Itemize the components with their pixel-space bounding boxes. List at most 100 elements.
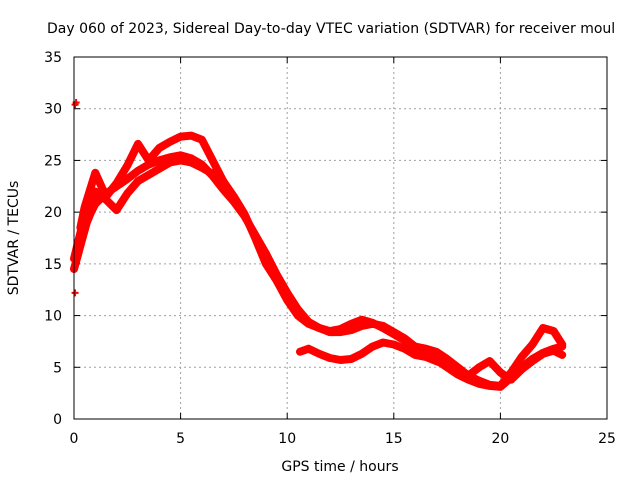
data-point <box>486 381 494 389</box>
data-point <box>198 136 206 144</box>
data-series-track-3 <box>296 338 567 384</box>
data-point <box>134 177 142 185</box>
data-point <box>251 234 259 242</box>
data-point <box>550 347 558 355</box>
data-point <box>113 179 121 187</box>
data-point <box>432 357 440 365</box>
data-point <box>379 338 387 346</box>
data-point <box>390 330 398 338</box>
data-point <box>400 336 408 344</box>
data-point <box>379 324 387 332</box>
data-point <box>187 132 195 140</box>
data-point <box>91 169 99 177</box>
data-point <box>305 345 313 353</box>
data-point <box>518 353 526 361</box>
data-point <box>368 319 376 327</box>
data-point <box>550 327 558 335</box>
x-axis-title: GPS time / hours <box>281 459 398 475</box>
data-point <box>83 206 91 214</box>
data-point <box>358 316 366 324</box>
data-point <box>558 351 566 359</box>
data-point <box>454 367 462 375</box>
x-tick-label: 10 <box>278 431 296 447</box>
data-point <box>315 324 323 332</box>
data-point <box>155 144 163 152</box>
data-point <box>518 365 526 373</box>
data-point <box>113 206 121 214</box>
data-point <box>347 355 355 363</box>
data-point <box>411 343 419 351</box>
y-tick-label: 20 <box>44 205 62 221</box>
data-point <box>486 357 494 365</box>
data-point <box>326 354 334 362</box>
data-point <box>241 210 249 218</box>
data-point <box>337 356 344 364</box>
data-point <box>507 376 515 384</box>
x-tick-label: 20 <box>491 431 509 447</box>
data-point <box>219 177 227 185</box>
tick-labels: 0 5 10 15 20 25 0 5 10 15 20 25 30 35 <box>44 50 616 447</box>
data-point <box>134 140 142 148</box>
y-tick-label: 30 <box>44 102 62 118</box>
data-point <box>390 341 398 349</box>
y-tick-label: 15 <box>44 257 62 273</box>
y-tick-label: 35 <box>44 50 62 66</box>
data-point <box>177 133 185 141</box>
data-point <box>283 296 291 304</box>
data-point <box>209 156 217 164</box>
y-tick-label: 25 <box>44 153 62 169</box>
data-point <box>177 156 185 164</box>
data-point <box>305 320 313 328</box>
data-point <box>358 350 366 358</box>
data-point <box>539 324 547 332</box>
data-point <box>294 312 302 320</box>
data-point <box>400 345 408 353</box>
data-point <box>123 162 131 170</box>
data-point <box>528 357 536 365</box>
data-point <box>411 351 419 359</box>
x-tick-label: 15 <box>385 431 403 447</box>
data-point <box>262 260 270 268</box>
data-point <box>368 343 376 351</box>
data-point <box>475 363 483 371</box>
data-point <box>155 156 163 164</box>
data-point <box>134 167 142 175</box>
data-point <box>558 341 566 349</box>
data-point <box>198 164 206 172</box>
data-point <box>145 171 153 179</box>
data-point <box>166 158 174 166</box>
data-point <box>155 165 163 173</box>
x-tick-label: 5 <box>176 431 185 447</box>
data-point <box>87 195 95 203</box>
plot-frame <box>73 56 608 420</box>
y-tick-label: 0 <box>53 412 62 428</box>
data-point <box>79 221 87 229</box>
y-axis-title: SDTVAR / TECUs <box>6 181 22 296</box>
x-tick-label: 0 <box>70 431 79 447</box>
data-point <box>337 325 344 333</box>
data-point <box>230 193 238 201</box>
data-point <box>326 327 334 335</box>
data-point <box>432 348 440 356</box>
isolated-points <box>71 99 80 297</box>
data-point <box>209 170 217 178</box>
data-point <box>123 190 131 198</box>
data-point <box>528 341 536 349</box>
data-point <box>422 353 430 361</box>
data-point <box>475 377 483 385</box>
data-point <box>315 350 323 358</box>
data-point <box>539 350 547 358</box>
data-point <box>347 320 355 328</box>
data-point <box>496 368 504 376</box>
data-point <box>123 175 131 183</box>
data-point <box>464 372 472 380</box>
grid-lines <box>74 57 607 419</box>
x-tick-label: 25 <box>598 431 616 447</box>
data-point <box>443 361 451 369</box>
data-point <box>91 187 99 195</box>
data-point <box>87 182 95 190</box>
data-point <box>145 156 153 164</box>
data-point <box>102 196 110 204</box>
data-point <box>273 276 281 284</box>
